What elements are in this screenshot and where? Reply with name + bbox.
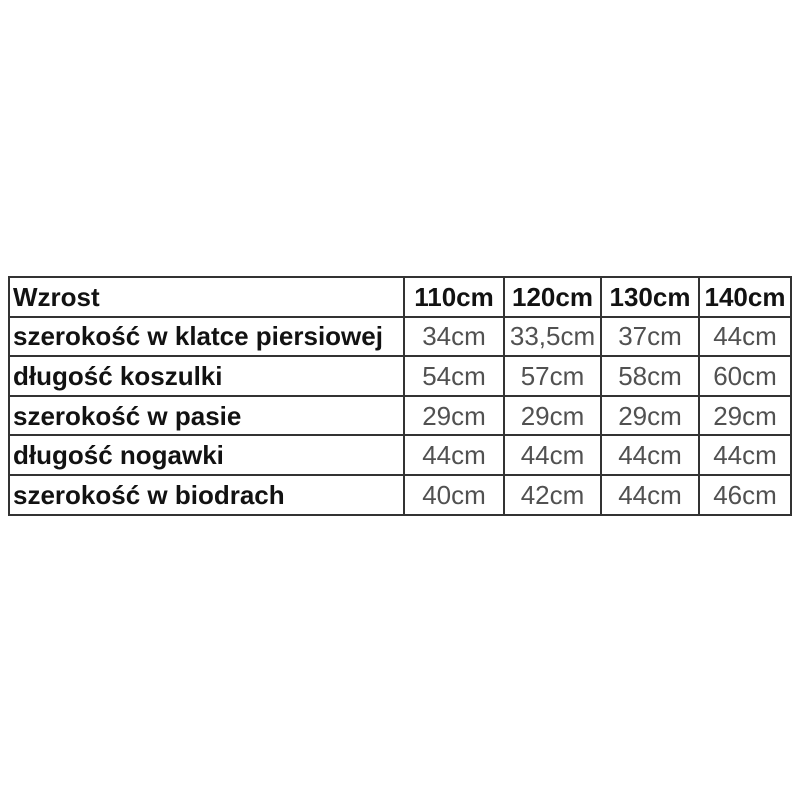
value-cell: 29cm [403,394,505,437]
value-cell: 44cm [698,434,792,476]
column-header-cell: 120cm [503,276,602,318]
value-cell: 44cm [600,434,700,476]
table-row: szerokość w biodrach 40cm 42cm 44cm 46cm [8,473,792,516]
value-cell: 37cm [600,315,700,358]
row-label-cell: szerokość w biodrach [8,473,405,516]
header-row: Wzrost 110cm 120cm 130cm 140cm [8,276,792,318]
value-cell: 46cm [698,473,792,516]
value-cell: 42cm [503,473,602,516]
column-header-cell: 110cm [403,276,505,318]
value-cell: 54cm [403,355,505,397]
value-cell: 44cm [698,315,792,358]
value-cell: 60cm [698,355,792,397]
row-label-cell: długość nogawki [8,434,405,476]
table-row: długość koszulki 54cm 57cm 58cm 60cm [8,355,792,397]
value-cell: 40cm [403,473,505,516]
value-cell: 58cm [600,355,700,397]
value-cell: 34cm [403,315,505,358]
table-row: długość nogawki 44cm 44cm 44cm 44cm [8,434,792,476]
value-cell: 29cm [503,394,602,437]
value-cell: 57cm [503,355,602,397]
value-cell: 29cm [698,394,792,437]
column-header-cell: 140cm [698,276,792,318]
value-cell: 29cm [600,394,700,437]
row-label-cell: szerokość w pasie [8,394,405,437]
column-header-cell: 130cm [600,276,700,318]
value-cell: 33,5cm [503,315,602,358]
size-chart-table: Wzrost 110cm 120cm 130cm 140cm szerokość… [8,276,792,516]
value-cell: 44cm [503,434,602,476]
table-row: szerokość w klatce piersiowej 34cm 33,5c… [8,315,792,358]
table-row: szerokość w pasie 29cm 29cm 29cm 29cm [8,394,792,437]
value-cell: 44cm [600,473,700,516]
row-label-cell: szerokość w klatce piersiowej [8,315,405,358]
row-label-cell: długość koszulki [8,355,405,397]
value-cell: 44cm [403,434,505,476]
header-label-cell: Wzrost [8,276,405,318]
